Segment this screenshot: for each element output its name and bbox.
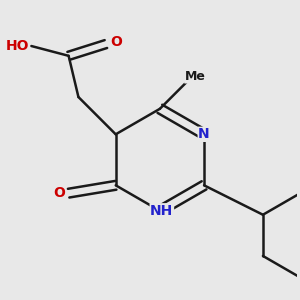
Text: Me: Me — [185, 70, 206, 83]
Text: NH: NH — [150, 204, 173, 218]
Text: O: O — [53, 186, 65, 200]
Text: O: O — [110, 35, 122, 49]
Text: N: N — [198, 127, 210, 141]
Text: HO: HO — [6, 39, 29, 53]
